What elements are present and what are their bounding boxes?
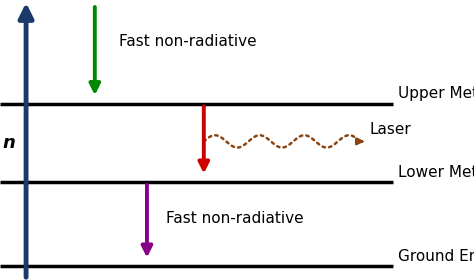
Text: Fast non-radiative: Fast non-radiative [166,211,303,226]
Text: Lower Metastable: Lower Metastable [398,165,474,180]
Text: Fast non-radiative: Fast non-radiative [118,34,256,50]
Text: Upper Metastable: Upper Metastable [398,86,474,101]
Text: Ground Ene: Ground Ene [398,249,474,264]
Text: n: n [2,134,15,152]
Text: Laser: Laser [370,122,411,137]
